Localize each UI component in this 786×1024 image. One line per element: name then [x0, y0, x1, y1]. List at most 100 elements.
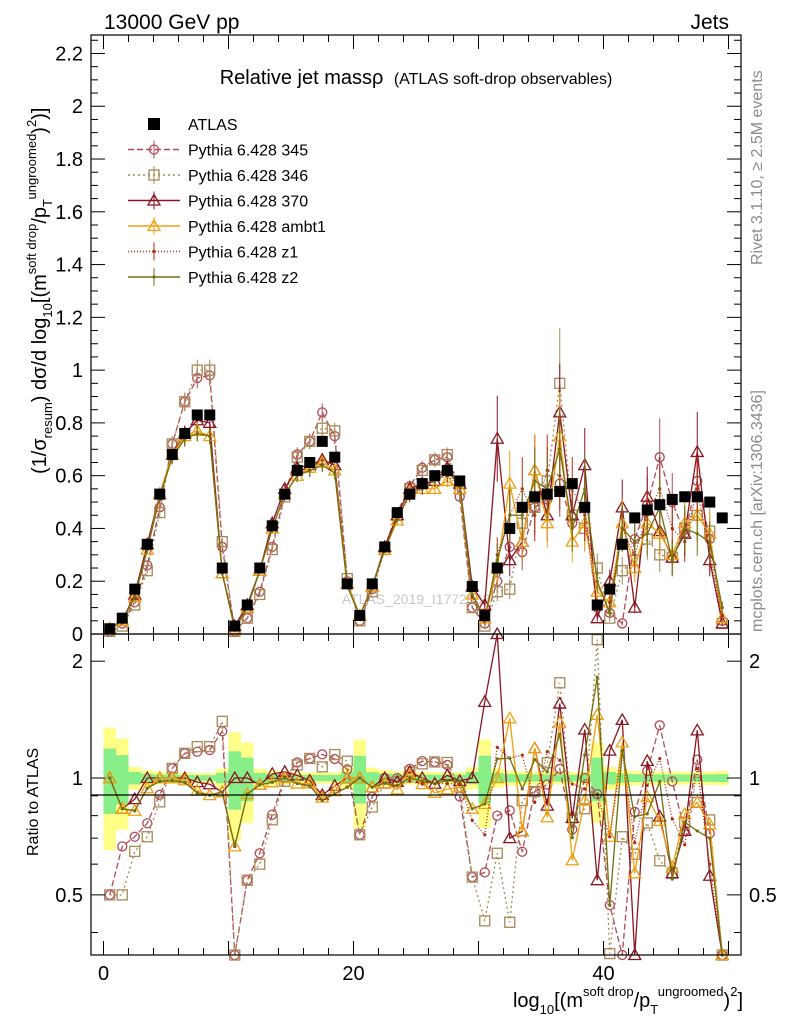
ratio-point: [327, 783, 342, 797]
band-stat: [478, 755, 491, 804]
ratio-point: [216, 715, 228, 727]
ratio-point: [402, 764, 417, 777]
series-point: [608, 611, 612, 615]
atlas-point: [479, 610, 491, 622]
series-point: [216, 535, 228, 548]
band-stat: [128, 771, 141, 785]
series-point: [690, 444, 705, 458]
ratio-point: [390, 782, 405, 795]
ratio-point: [708, 862, 712, 866]
atlas-point: [191, 409, 203, 421]
series-point: [440, 473, 455, 487]
series-point: [308, 468, 312, 472]
y-tick-label: 0.2: [55, 571, 83, 593]
atlas-point: [254, 562, 266, 574]
ratio-point: [304, 752, 316, 765]
series-point: [316, 422, 328, 434]
series-point: [191, 364, 203, 376]
ratio-point: [258, 783, 262, 787]
series-point: [616, 565, 628, 577]
atlas-point: [504, 522, 516, 534]
ratio-point: [233, 844, 237, 848]
series-point: [533, 513, 537, 517]
ratio-point: [602, 829, 617, 842]
ratio-point: [658, 756, 662, 761]
ratio-point: [645, 812, 649, 816]
ratio-point: [115, 801, 130, 814]
ratio-point: [420, 782, 424, 786]
ratio-point: [627, 947, 642, 961]
ratio-point: [377, 775, 392, 789]
series-point: [520, 513, 524, 517]
atlas-point: [416, 478, 428, 490]
ratio-point: [445, 781, 449, 786]
ratio-point: [495, 745, 499, 749]
band-stat: [191, 775, 204, 781]
atlas-point: [591, 599, 603, 611]
legend-atlas-marker: [148, 118, 160, 130]
ratio-point: [483, 833, 487, 837]
legend-atlas-label: ATLAS: [188, 117, 238, 134]
series-point: [202, 415, 217, 429]
band-stat: [516, 774, 529, 782]
atlas-point: [129, 583, 141, 595]
ratio-series-line: [109, 746, 723, 956]
y-tick-label: 2: [72, 96, 83, 118]
ratio-point: [558, 758, 562, 762]
ratio-point: [441, 756, 453, 769]
atlas-point: [604, 583, 616, 595]
ratio-point: [652, 813, 667, 827]
ratio-point: [370, 785, 374, 789]
ratio-point: [345, 785, 349, 789]
atlas-point: [316, 435, 328, 447]
legend-label: Pythia 6.428 370: [188, 194, 308, 211]
series-point: [427, 481, 442, 495]
ratio-point: [545, 749, 549, 754]
ratio-point: [504, 805, 515, 816]
series-point: [127, 589, 142, 603]
ratio-point: [277, 770, 292, 784]
band-stat: [541, 774, 554, 782]
ratio-point: [641, 817, 653, 829]
ratio-point: [433, 782, 437, 786]
series-point: [583, 487, 587, 491]
ratio-point: [145, 786, 149, 790]
band-stat: [666, 774, 679, 782]
atlas-point: [391, 507, 403, 519]
atlas-point: [241, 599, 253, 611]
ratio-point: [658, 779, 662, 784]
series-point: [695, 532, 699, 536]
legend-marker: [152, 275, 156, 279]
series-point: [179, 396, 191, 408]
ratio-point: [583, 753, 587, 757]
ratio-point: [545, 770, 549, 774]
legend-label: Pythia 6.428 ambt1: [188, 219, 326, 236]
series-point: [540, 515, 555, 529]
band-stat: [366, 772, 379, 785]
series-point: [502, 552, 517, 566]
ratio-point: [290, 768, 305, 781]
series-point: [491, 586, 503, 598]
legend-marker: [148, 169, 160, 181]
atlas-point: [266, 520, 278, 532]
band-stat: [691, 774, 704, 782]
band-stat: [616, 773, 629, 783]
atlas-point: [454, 475, 466, 487]
ratio-point: [420, 779, 424, 783]
ratio-point: [241, 874, 253, 886]
series-point: [627, 600, 642, 613]
band-stat: [328, 774, 341, 782]
legend-marker: [146, 218, 162, 232]
ratio-point: [620, 749, 624, 753]
series-point: [490, 431, 505, 444]
ratio-point: [520, 753, 524, 757]
ratio-point: [615, 712, 630, 726]
ratio-point: [608, 903, 612, 907]
ratio-point: [577, 793, 592, 806]
ratio-point: [366, 801, 378, 813]
series-point: [208, 434, 212, 438]
ratio-point: [715, 947, 730, 961]
ratio-point: [683, 820, 687, 824]
band-stat: [216, 772, 229, 784]
legend-label: Pythia 6.428 346: [188, 168, 308, 185]
